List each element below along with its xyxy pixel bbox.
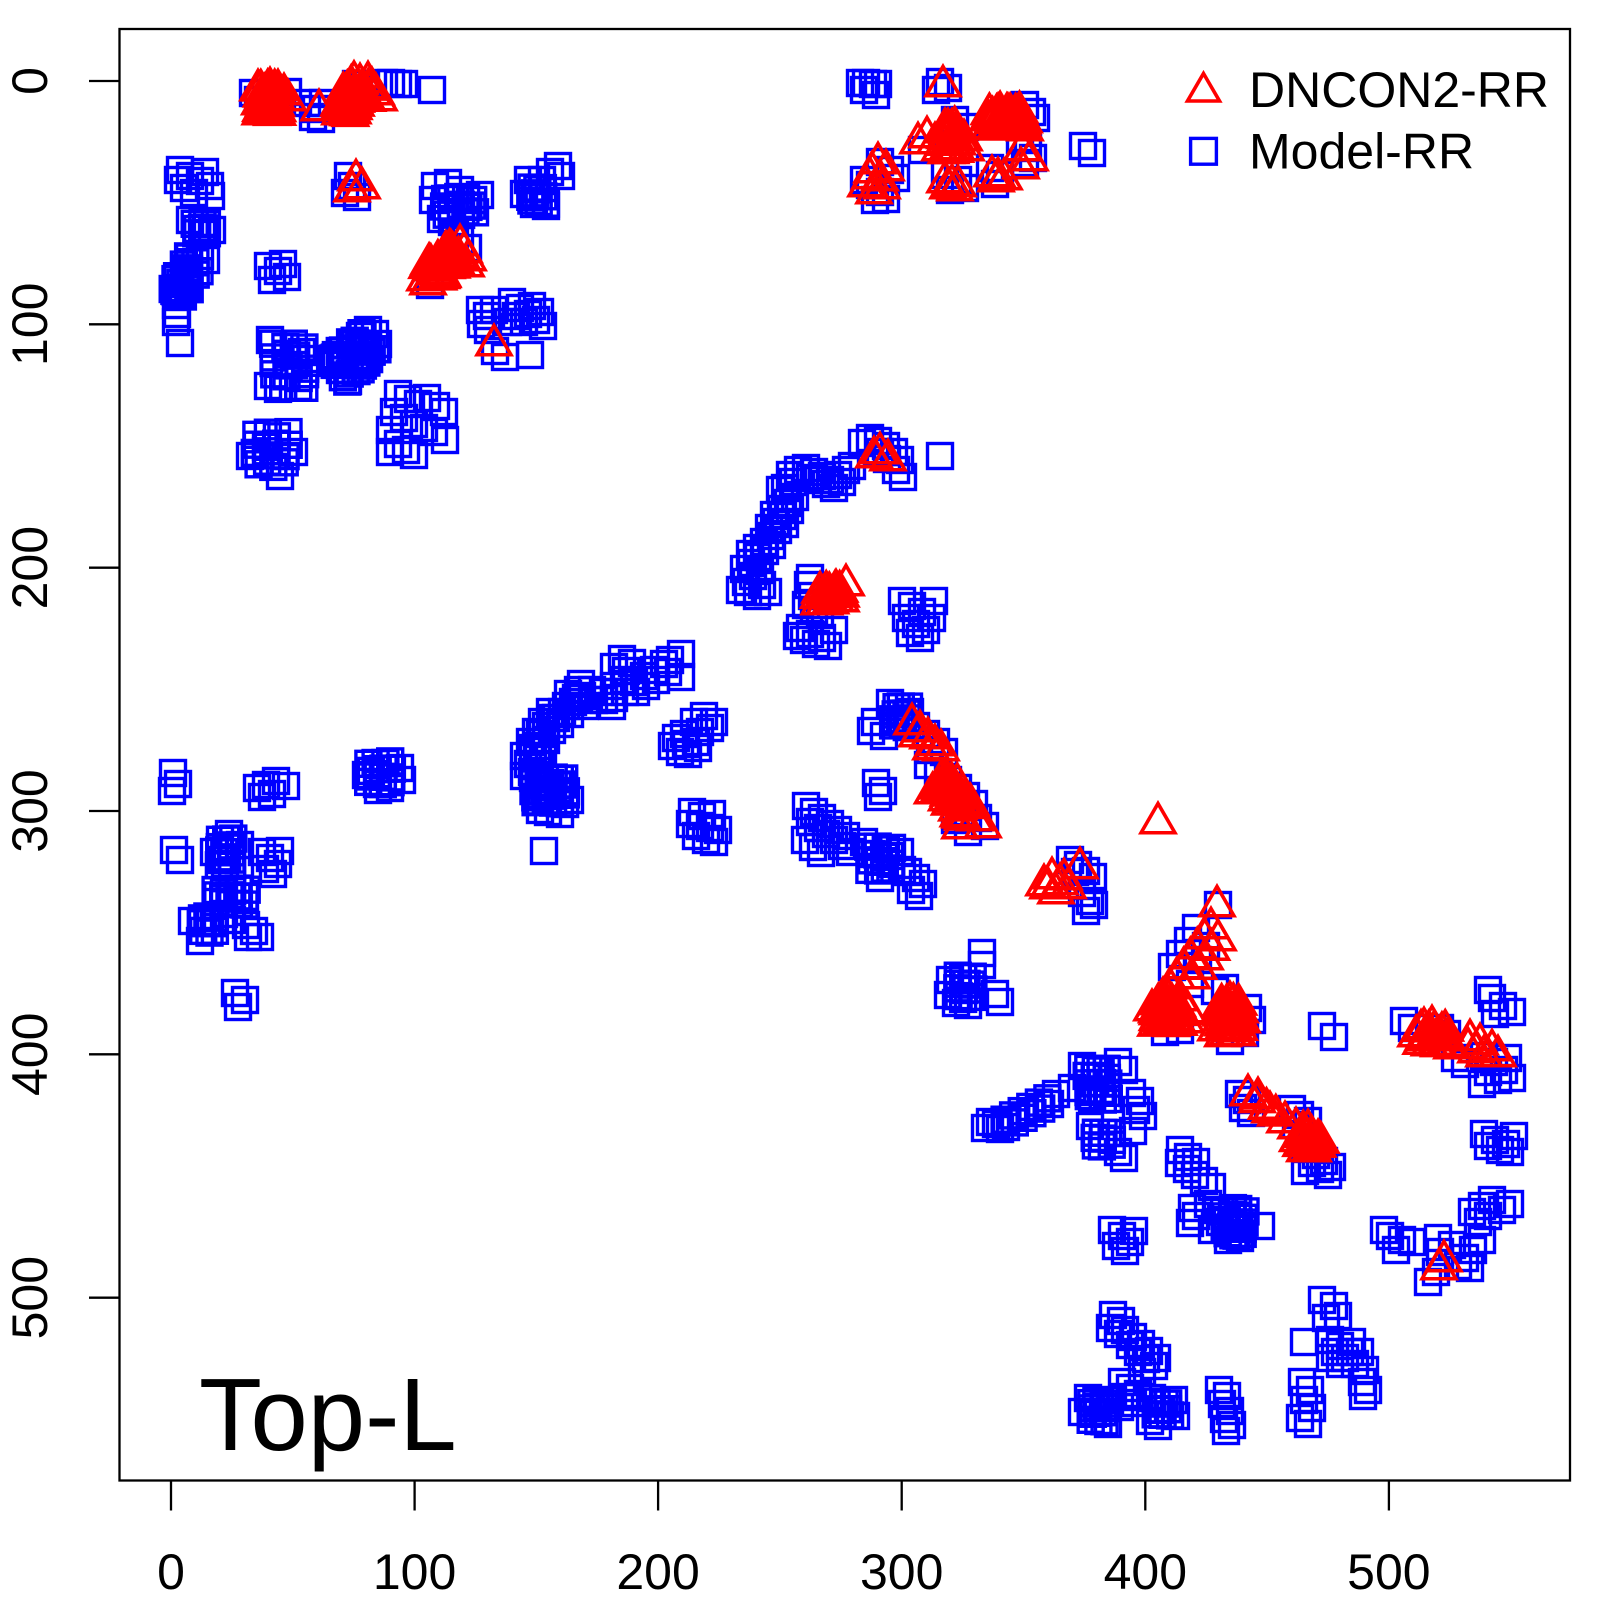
svg-text:400: 400 [2,1013,58,1096]
svg-text:0: 0 [157,1544,185,1600]
svg-text:200: 200 [2,526,58,609]
svg-text:500: 500 [1347,1544,1430,1600]
svg-text:500: 500 [2,1256,58,1339]
svg-text:300: 300 [2,769,58,852]
svg-text:400: 400 [1104,1544,1187,1600]
svg-text:100: 100 [373,1544,456,1600]
svg-text:100: 100 [2,283,58,366]
svg-text:Model-RR: Model-RR [1249,124,1474,180]
svg-text:300: 300 [860,1544,943,1600]
svg-text:DNCON2-RR: DNCON2-RR [1249,62,1549,118]
svg-text:Top-L: Top-L [199,1357,457,1472]
svg-text:0: 0 [2,67,58,95]
svg-text:200: 200 [616,1544,699,1600]
